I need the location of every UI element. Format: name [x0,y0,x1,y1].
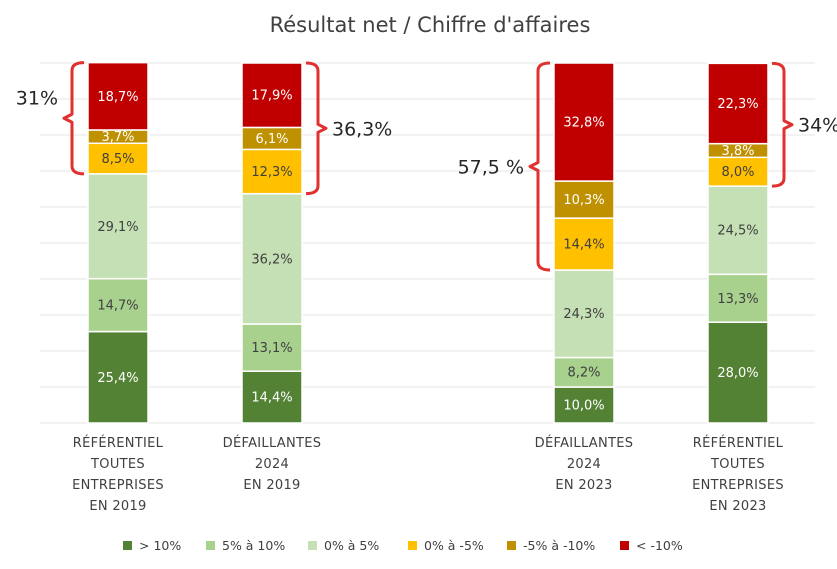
bracket-shape [305,61,328,196]
legend-item: 5% à 10% [206,538,285,553]
data-label: 13,1% [251,341,292,356]
legend-swatch [620,541,629,550]
category-label: DÉFAILLANTES 2024 EN 2019 [223,435,322,493]
data-label: 8,0% [721,165,754,180]
legend-item: -5% à -10% [507,538,595,553]
legend-label: 5% à 10% [222,538,285,553]
bar-segment [553,62,615,182]
legend-label: < -10% [636,538,683,553]
bar-stack: 10,0% 8,2% 24,3% 14,4% 10,3% 32,8% [553,62,615,424]
data-label: 3,7% [101,130,134,145]
bar-segment [707,62,769,145]
category-labels: RÉFÉRENTIEL TOUTES ENTREPRISES EN 2019 DÉFAI… [72,435,784,514]
category-label: RÉFÉRENTIEL TOUTES ENTREPRISES EN 2019 [72,435,164,514]
data-label: 25,4% [97,371,138,386]
legend-swatch [507,541,516,550]
data-label: 24,5% [717,224,758,239]
bar-segment [87,61,149,131]
annotation-brackets: 31% 36,3% 57,5 % 34% [16,61,837,272]
bar-segment [707,273,769,323]
data-label: 13,3% [717,292,758,307]
bracket-shape [528,61,551,272]
legend-label: -5% à -10% [523,538,595,553]
data-label: 32,8% [563,116,604,131]
bars: 25,4% 14,7% 29,1% 8,5% 3,7% 18,7% 14,4% 13,1% 36… [87,61,769,424]
bar-segment [707,185,769,276]
legend-label: 0% à 5% [324,538,379,553]
bar-segment [241,192,303,325]
bar-segment [87,277,149,333]
gridlines [40,62,815,424]
data-label: 17,9% [251,89,292,104]
bar-segment [241,62,303,129]
bracket-annotation: 57,5 % [458,61,551,272]
bracket-label: 57,5 % [458,157,524,179]
category-label: DÉFAILLANTES 2024 EN 2023 [535,435,634,493]
bracket-annotation: 31% [16,61,85,176]
bar-segment [707,321,769,424]
legend-label: > 10% [139,538,181,553]
bar-segment [707,156,769,187]
legend-swatch [206,541,215,550]
bracket-label: 31% [16,88,58,110]
data-label: 22,3% [717,97,758,112]
bar-stack: 28,0% 13,3% 24,5% 8,0% 3,8% 22,3% [707,62,769,424]
bar-segment [87,173,149,280]
bracket-shape [771,61,794,188]
bracket-label: 34% [798,115,837,137]
data-label: 24,3% [563,307,604,322]
bar-segment [553,269,615,359]
bar-segment [241,323,303,372]
chart-title: Résultat net / Chiffre d'affaires [270,13,591,37]
bar-segment [553,356,615,388]
category-label: RÉFÉRENTIEL TOUTES ENTREPRISES EN 2023 [692,435,784,514]
data-label: 8,5% [101,152,134,167]
data-label: 14,7% [97,299,138,314]
bracket-label: 36,3% [332,118,392,140]
legend-swatch [408,541,417,550]
data-label: 29,1% [97,220,138,235]
legend-label: 0% à -5% [424,538,484,553]
legend: > 10% 5% à 10% 0% à 5% 0% à -5% -5% à -10% < … [123,538,683,553]
bracket-annotation: 36,3% [305,61,392,196]
data-label: 28,0% [717,366,758,381]
data-label: 8,2% [567,366,600,381]
data-label: 14,4% [563,238,604,253]
data-label: 10,3% [563,193,604,208]
bar-stack: 14,4% 13,1% 36,2% 12,3% 6,1% 17,9% [241,62,303,424]
legend-item: 0% à -5% [408,538,484,553]
legend-item: > 10% [123,538,181,553]
legend-item: < -10% [620,538,683,553]
data-label: 36,2% [251,252,292,267]
bar-segment [241,148,303,195]
bracket-shape [62,61,85,176]
data-label: 10,0% [563,399,604,414]
data-label: 12,3% [251,165,292,180]
data-label: 3,8% [721,144,754,159]
data-label: 18,7% [97,90,138,105]
bar-stack: 25,4% 14,7% 29,1% 8,5% 3,7% 18,7% [87,61,149,424]
bracket-annotation: 34% [771,61,837,188]
legend-swatch [123,541,132,550]
bar-segment [87,330,149,424]
legend-item: 0% à 5% [308,538,379,553]
bar-segment [87,142,149,175]
data-label: 6,1% [255,132,288,147]
legend-swatch [308,541,317,550]
data-label: 14,4% [251,391,292,406]
